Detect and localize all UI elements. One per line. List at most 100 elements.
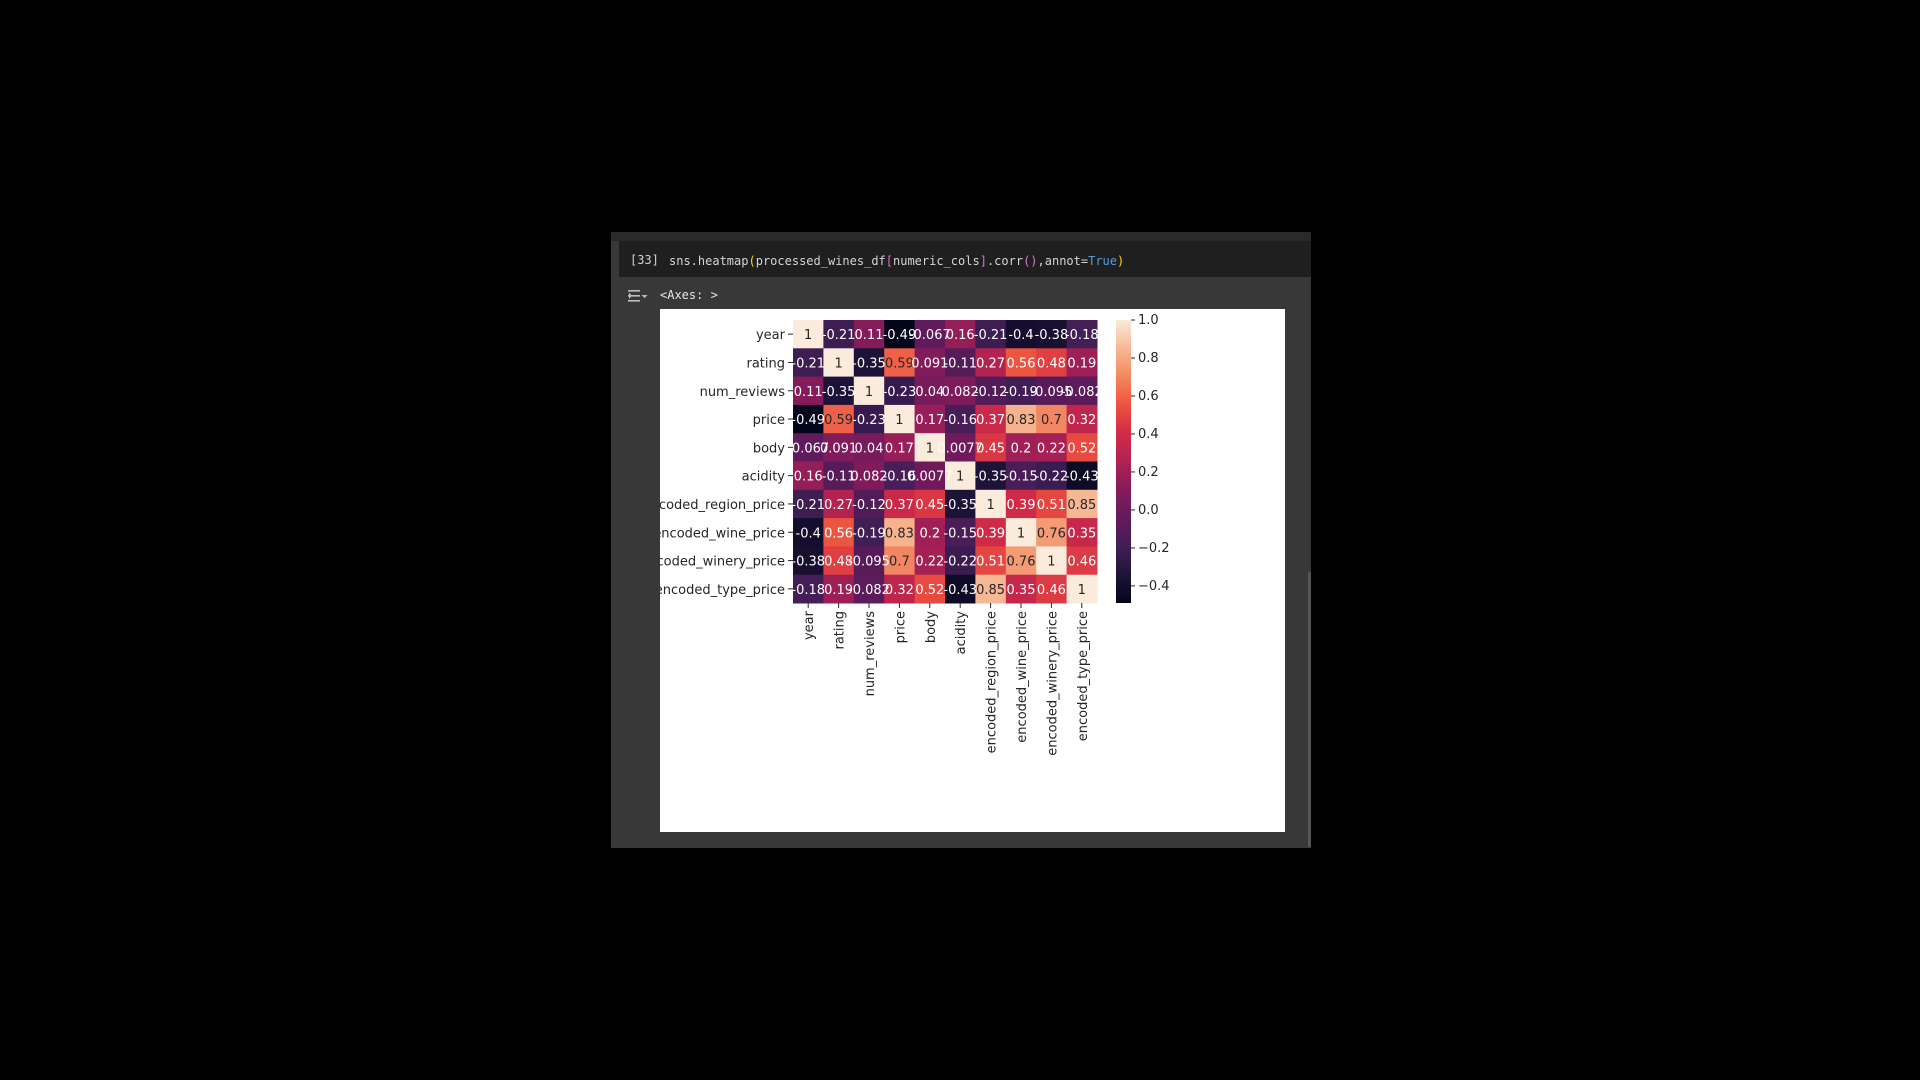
cell-annotation: 0.45 [915, 498, 944, 513]
cell-annotation: -0.43 [1065, 470, 1099, 485]
cell-annotation: -0.16 [943, 413, 977, 428]
heatmap-cell [1005, 348, 1037, 378]
cell-annotation: 0.46 [1037, 583, 1066, 598]
heatmap-cell [945, 489, 976, 519]
heatmap-cell [884, 376, 916, 406]
code-token: ( [748, 254, 756, 268]
row-tick-label: price [753, 413, 785, 428]
cell-annotation: 0.85 [976, 583, 1005, 598]
row-tick-label: acidity [742, 470, 786, 485]
heatmap-cell [884, 489, 916, 519]
code-token: ) [1117, 254, 1125, 268]
heatmap-cell [1005, 574, 1037, 604]
cell-annotation: 0.59 [885, 356, 914, 371]
colorbar [1116, 320, 1131, 603]
heatmap-cell [1036, 574, 1068, 604]
heatmap-cell [945, 574, 976, 604]
cell-annotation: 0.17 [915, 413, 944, 428]
cell-annotation: -0.49 [791, 413, 825, 428]
code-token: () [1023, 254, 1038, 268]
heatmap-cell [975, 461, 1007, 491]
heatmap-cell [1005, 461, 1037, 491]
cell-annotation: 0.2 [919, 526, 940, 541]
cell-annotation: 1 [1078, 583, 1086, 598]
heatmap-cell [1005, 489, 1037, 519]
heatmap-cell [823, 489, 855, 519]
colorbar-tick-label: −0.2 [1138, 541, 1170, 556]
cell-annotation: -0.067 [787, 441, 829, 456]
cell-annotation: 1 [1017, 526, 1025, 541]
heatmap-cell [914, 376, 946, 406]
heatmap-cell [945, 433, 976, 462]
col-tick-label: encoded_winery_price [1045, 611, 1060, 756]
heatmap-cell [1066, 376, 1098, 406]
cell-annotation: 0.22 [1037, 441, 1066, 456]
scrollbar[interactable] [1308, 572, 1311, 847]
heatmap-cell [975, 546, 1007, 576]
cell-annotation: 0.83 [1007, 413, 1036, 428]
code-token: [ [885, 254, 893, 268]
cell-annotation: 0.19 [824, 583, 853, 598]
cell-annotation: -0.11 [943, 356, 977, 371]
cell-annotation: -0.15 [1004, 470, 1038, 485]
cell-annotation: 0.76 [1037, 526, 1066, 541]
heatmap-cell [975, 433, 1007, 462]
row-tick-label: encoded_type_price [660, 583, 785, 598]
cell-annotation: -0.082 [848, 583, 890, 598]
cell-annotation: 0.51 [976, 555, 1005, 570]
cell-annotation: -0.18 [1065, 328, 1099, 343]
cell-annotation: 0.22 [915, 555, 944, 570]
cell-annotation: 0.0077 [937, 441, 983, 456]
row-tick-label: rating [746, 356, 785, 371]
cell-annotation: 0.32 [1067, 413, 1096, 428]
heatmap-cell [1066, 404, 1098, 434]
cell-annotation: -0.23 [852, 413, 886, 428]
heatmap-cell [853, 433, 885, 462]
heatmap-cell [1036, 348, 1068, 378]
col-tick-label: encoded_type_price [1076, 611, 1091, 741]
col-tick-label: encoded_region_price [985, 611, 1000, 753]
heatmap-cell [823, 461, 855, 491]
heatmap-cell [1066, 433, 1098, 462]
cell-annotation: 0.2 [1011, 441, 1032, 456]
heatmap-cell [884, 433, 916, 462]
heatmap-cell [853, 546, 885, 576]
heatmap-cell [823, 546, 855, 576]
cell-annotation: -0.21 [791, 356, 825, 371]
heatmap-cell [975, 404, 1007, 434]
cell-annotation: 1 [926, 441, 934, 456]
cell-annotation: 0.37 [885, 498, 914, 513]
heatmap-cell [914, 489, 946, 519]
cell-annotation: -0.11 [822, 470, 856, 485]
heatmap-cell [793, 376, 824, 406]
cell-annotation: -0.22 [1035, 470, 1069, 485]
code-cell[interactable]: [33] sns.heatmap(processed_wines_df[nume… [619, 241, 1311, 277]
heatmap-cell [853, 574, 885, 604]
heatmap-cell [1036, 320, 1068, 349]
cell-annotation: -0.19 [1004, 385, 1038, 400]
output-collapse-icon[interactable] [626, 287, 648, 305]
heatmap-cell [1005, 433, 1037, 462]
cell-annotation: 1 [804, 328, 812, 343]
cell-annotation: 0.45 [976, 441, 1005, 456]
colorbar-tick-label: 0.6 [1138, 389, 1159, 404]
heatmap-cell [945, 320, 976, 349]
cell-annotation: 0.11 [794, 385, 823, 400]
code-line[interactable]: sns.heatmap(processed_wines_df[numeric_c… [669, 254, 1124, 268]
cell-annotation: 1 [1047, 555, 1055, 570]
heatmap-cell [975, 518, 1007, 547]
output-area: <Axes: > 1 -0.21 0.11 -0.49 -0.067 0.16 -0.21-… [611, 277, 1311, 848]
heatmap-cell [1066, 574, 1098, 604]
cell-annotation: 0.48 [824, 555, 853, 570]
cell-annotation: 0.59 [824, 413, 853, 428]
cell-annotation: 0.16 [946, 328, 975, 343]
heatmap-cell [1066, 518, 1098, 547]
cell-annotation: 1 [834, 356, 842, 371]
cell-annotation: 0.52 [915, 583, 944, 598]
cell-annotation: -0.15 [943, 526, 977, 541]
cell-annotation: -0.4 [796, 526, 821, 541]
cell-annotation: 0.19 [1067, 356, 1096, 371]
col-tick-label: encoded_wine_price [1015, 611, 1030, 743]
code-token: .corr [986, 254, 1024, 268]
col-tick-label: price [893, 611, 908, 643]
